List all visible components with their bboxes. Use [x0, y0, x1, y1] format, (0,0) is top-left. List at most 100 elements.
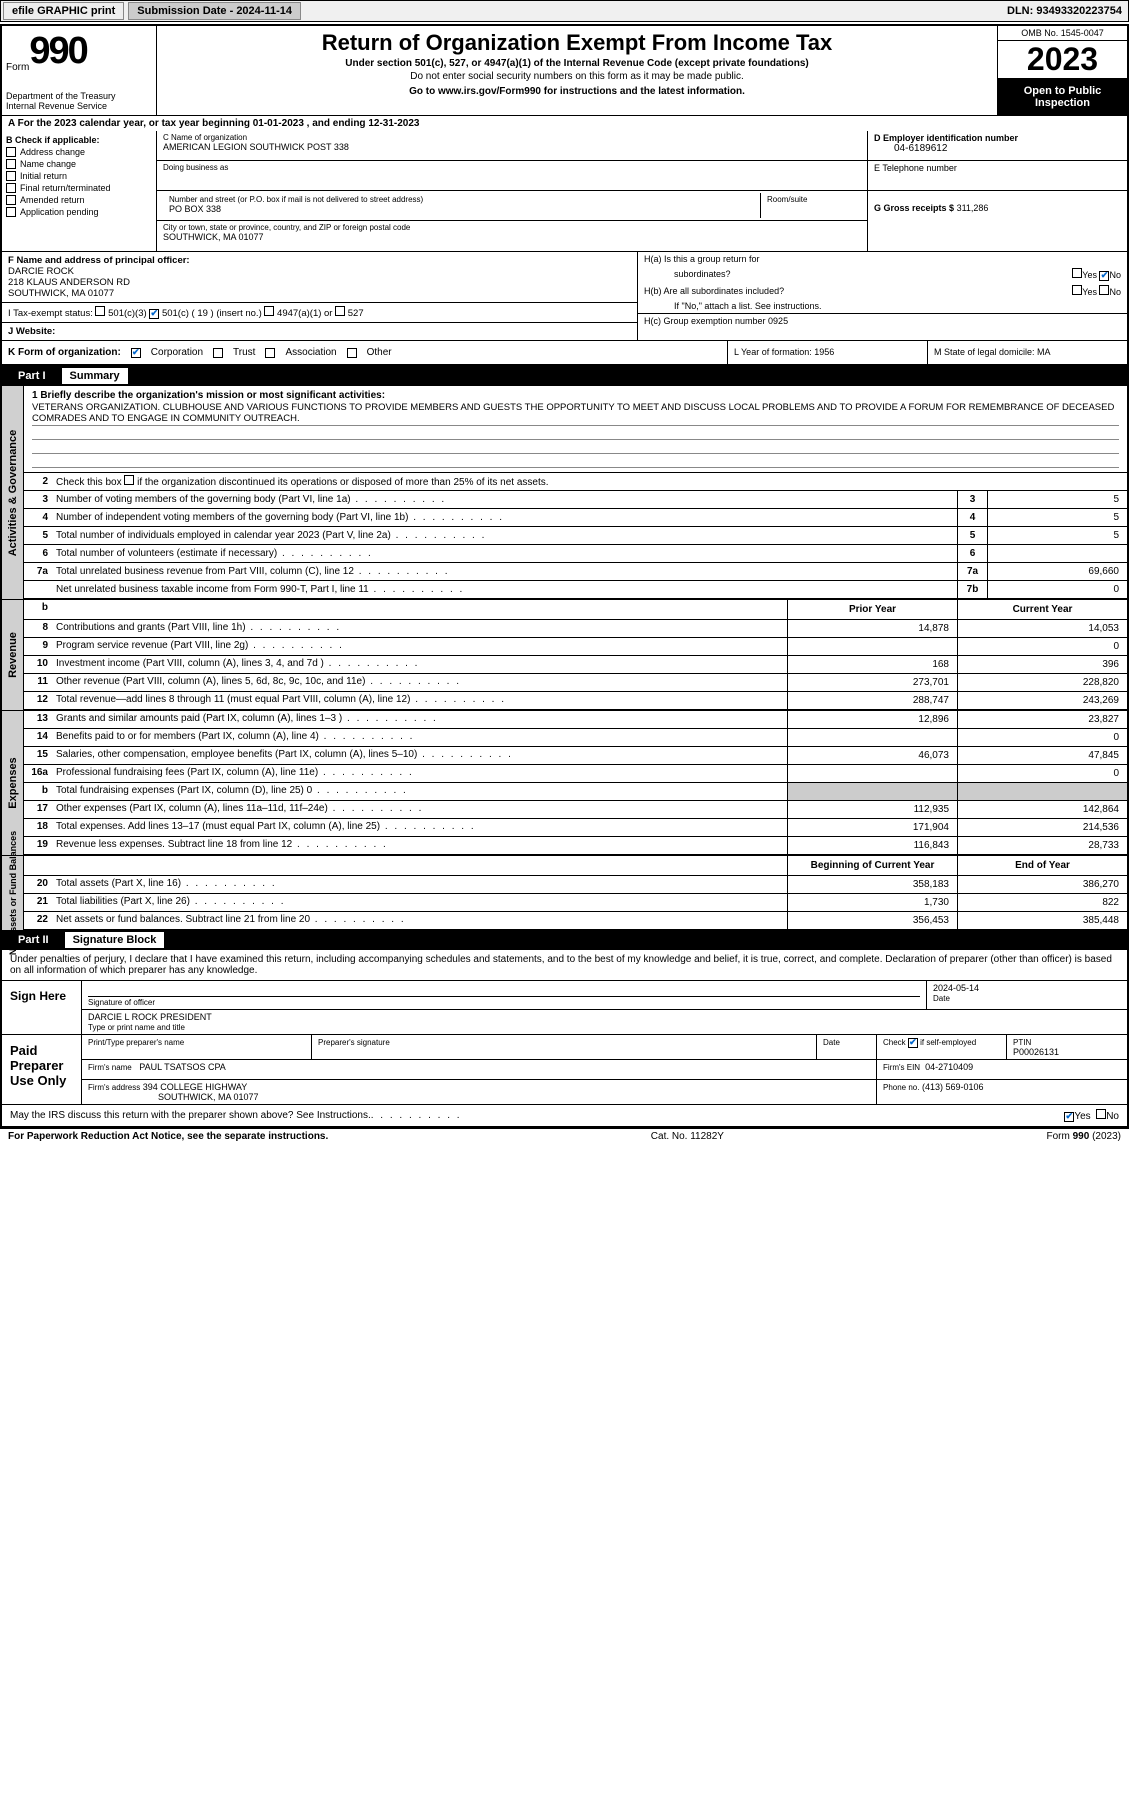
- line-num: 20: [24, 876, 52, 893]
- chk-501c3[interactable]: [95, 306, 105, 316]
- chk-assoc[interactable]: [265, 348, 275, 358]
- firm-ein-label: Firm's EIN: [883, 1063, 920, 1072]
- check-self-emp-label: Check ✔ if self-employed: [883, 1038, 976, 1047]
- chk-hb-no[interactable]: [1099, 285, 1109, 295]
- line-value: 5: [987, 491, 1127, 508]
- line-num: 14: [24, 729, 52, 746]
- submission-date-button[interactable]: Submission Date - 2024-11-14: [128, 2, 301, 20]
- chk-address-change[interactable]: [6, 147, 16, 157]
- form-990-body: Form 990 Department of the Treasury Inte…: [0, 24, 1129, 1129]
- chk-4947[interactable]: [264, 306, 274, 316]
- cat-number: Cat. No. 11282Y: [651, 1131, 724, 1142]
- officer-addr2: SOUTHWICK, MA 01077: [8, 288, 631, 299]
- gov-line: 5 Total number of individuals employed i…: [24, 527, 1127, 545]
- header-left: Form 990 Department of the Treasury Inte…: [2, 26, 157, 115]
- chk-527[interactable]: [335, 306, 345, 316]
- sign-here-row: Sign Here Signature of officer 2024-05-1…: [2, 981, 1127, 1035]
- section-bcd-row: B Check if applicable: Address change Na…: [2, 131, 1127, 252]
- chk-other[interactable]: [347, 348, 357, 358]
- paid-preparer-label: Paid Preparer Use Only: [2, 1035, 82, 1104]
- header-mid: Return of Organization Exempt From Incom…: [157, 26, 997, 115]
- netassets-col-headers: Beginning of Current Year End of Year: [24, 856, 1127, 876]
- prior-value: 171,904: [787, 819, 957, 836]
- firm-phone: (413) 569-0106: [922, 1082, 984, 1092]
- form-subtitle: Under section 501(c), 527, or 4947(a)(1)…: [165, 58, 989, 69]
- line-text: Net unrelated business taxable income fr…: [52, 582, 957, 597]
- opt-name-change: Name change: [20, 159, 76, 169]
- chk-self-employed[interactable]: ✔: [908, 1038, 918, 1048]
- current-value: 228,820: [957, 674, 1127, 691]
- ssn-note: Do not enter social security numbers on …: [165, 71, 989, 82]
- line-num: 19: [24, 837, 52, 854]
- firm-phone-label: Phone no.: [883, 1083, 919, 1092]
- line-box: 3: [957, 491, 987, 508]
- dln: DLN: 93493320223754: [1001, 5, 1128, 17]
- table-row: 9 Program service revenue (Part VIII, li…: [24, 638, 1127, 656]
- ptin-value: P00026131: [1013, 1047, 1059, 1057]
- line-num: 3: [24, 492, 52, 507]
- section-klm-row: K Form of organization: ✔Corporation Tru…: [2, 341, 1127, 366]
- prior-value: 1,730: [787, 894, 957, 911]
- hb-yes: Yes: [1082, 287, 1097, 297]
- prior-value: 356,453: [787, 912, 957, 929]
- chk-ha-no[interactable]: ✔: [1099, 271, 1109, 281]
- chk-amended[interactable]: [6, 195, 16, 205]
- prior-value: 168: [787, 656, 957, 673]
- form-org-label: K Form of organization:: [8, 347, 121, 358]
- sig-officer-label: Signature of officer: [88, 998, 155, 1007]
- chk-trust[interactable]: [213, 348, 223, 358]
- line-box: 5: [957, 527, 987, 544]
- table-row: b Total fundraising expenses (Part IX, c…: [24, 783, 1127, 801]
- chk-501c[interactable]: ✔: [149, 309, 159, 319]
- prior-value: 12,896: [787, 711, 957, 728]
- line-text: Benefits paid to or for members (Part IX…: [52, 729, 787, 746]
- line-num: 8: [24, 620, 52, 637]
- ha-no: No: [1109, 270, 1121, 280]
- chk-initial-return[interactable]: [6, 171, 16, 181]
- ein-label: D Employer identification number: [874, 133, 1121, 143]
- chk-discuss-no[interactable]: [1096, 1109, 1106, 1119]
- prior-value: 116,843: [787, 837, 957, 854]
- chk-name-change[interactable]: [6, 159, 16, 169]
- current-value: 396: [957, 656, 1127, 673]
- current-value: 0: [957, 765, 1127, 782]
- chk-discontinued[interactable]: [124, 475, 134, 485]
- table-row: 8 Contributions and grants (Part VIII, l…: [24, 620, 1127, 638]
- line-a: A For the 2023 calendar year, or tax yea…: [2, 116, 1127, 131]
- chk-discuss-yes[interactable]: ✔: [1064, 1112, 1074, 1122]
- chk-ha-yes[interactable]: [1072, 268, 1082, 278]
- section-c: C Name of organization AMERICAN LEGION S…: [157, 131, 867, 251]
- chk-hb-yes[interactable]: [1072, 285, 1082, 295]
- officer-name: DARCIE ROCK: [8, 266, 631, 277]
- gross-label: G Gross receipts $: [874, 203, 954, 213]
- current-value: 243,269: [957, 692, 1127, 709]
- opt-final-return: Final return/terminated: [20, 183, 111, 193]
- city-value: SOUTHWICK, MA 01077: [163, 232, 861, 242]
- part1-revenue: Revenue b Prior Year Current Year 8 Cont…: [2, 599, 1127, 710]
- part1-header: Part I Summary: [2, 366, 1127, 386]
- line-num: 15: [24, 747, 52, 764]
- line-text: Revenue less expenses. Subtract line 18 …: [52, 837, 787, 854]
- efile-button[interactable]: efile GRAPHIC print: [3, 2, 124, 20]
- part2-title: Signature Block: [65, 932, 165, 948]
- current-value: 0: [957, 729, 1127, 746]
- table-row: 16a Professional fundraising fees (Part …: [24, 765, 1127, 783]
- sig-date: 2024-05-14: [933, 983, 1121, 993]
- topbar: efile GRAPHIC print Submission Date - 20…: [0, 0, 1129, 22]
- line-value: 5: [987, 509, 1127, 526]
- chk-final-return[interactable]: [6, 183, 16, 193]
- line-text: Investment income (Part VIII, column (A)…: [52, 656, 787, 673]
- instructions-link[interactable]: Go to www.irs.gov/Form990 for instructio…: [165, 86, 989, 97]
- mission-text: VETERANS ORGANIZATION. CLUBHOUSE AND VAR…: [32, 401, 1119, 426]
- line-num: 21: [24, 894, 52, 911]
- chk-app-pending[interactable]: [6, 207, 16, 217]
- line-box: 7a: [957, 563, 987, 580]
- line-num: 2: [24, 474, 52, 489]
- officer-addr1: 218 KLAUS ANDERSON RD: [8, 277, 631, 288]
- paid-preparer-row: Paid Preparer Use Only Print/Type prepar…: [2, 1035, 1127, 1105]
- addr-value: PO BOX 338: [169, 204, 754, 214]
- firm-name: PAUL TSATSOS CPA: [139, 1062, 226, 1072]
- chk-corp[interactable]: ✔: [131, 348, 141, 358]
- current-value: 142,864: [957, 801, 1127, 818]
- current-value: 47,845: [957, 747, 1127, 764]
